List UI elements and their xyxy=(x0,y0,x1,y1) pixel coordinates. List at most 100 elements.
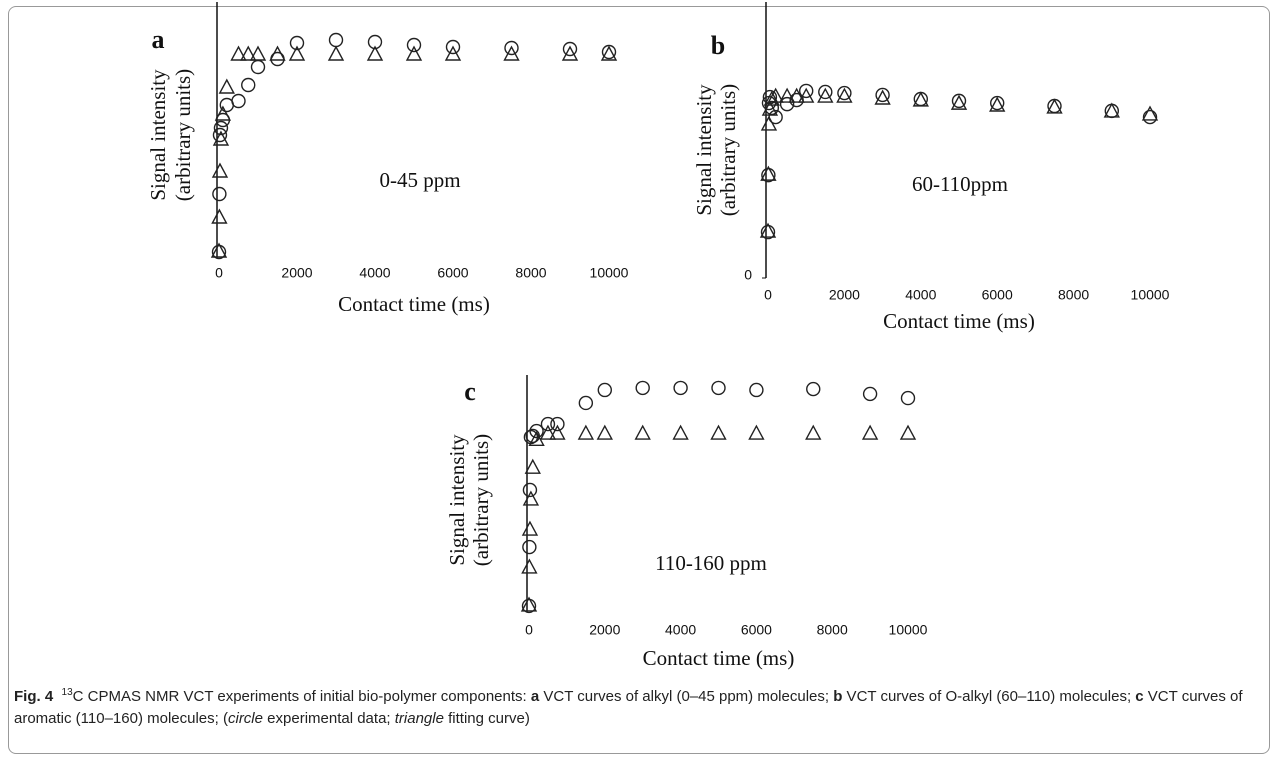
y-axis-label: Signal intensity xyxy=(445,434,469,566)
triangle-point xyxy=(634,424,651,440)
triangle-point xyxy=(817,87,834,103)
circle-point xyxy=(760,224,776,240)
triangle-point xyxy=(989,96,1006,112)
triangle-point xyxy=(520,596,538,612)
triangle-point xyxy=(521,558,538,574)
triangle-point xyxy=(577,424,595,440)
circle-point xyxy=(367,34,383,50)
triangle-point xyxy=(327,45,345,61)
x-tick-label: 4000 xyxy=(665,622,696,638)
triangle-point xyxy=(405,45,423,61)
triangle-point xyxy=(521,520,539,536)
triangle-point xyxy=(444,45,462,61)
circle-point xyxy=(749,382,764,398)
circle-point xyxy=(521,598,537,614)
triangle-point xyxy=(759,222,777,238)
triangle-point xyxy=(760,115,778,131)
superscript: 13 xyxy=(61,687,73,698)
triangle-point xyxy=(230,45,247,61)
x-axis-label: Contact time (ms) xyxy=(883,309,1035,333)
triangle-point xyxy=(539,424,557,440)
triangle-point xyxy=(761,100,779,116)
circle-point xyxy=(212,127,228,143)
circle-point xyxy=(1047,98,1062,114)
triangle-point xyxy=(249,45,267,61)
triangle-point xyxy=(836,87,853,103)
x-tick-label: 8000 xyxy=(817,622,848,638)
caption-letter: b xyxy=(833,688,843,705)
triangle-point xyxy=(778,87,796,103)
triangle-point xyxy=(672,424,689,440)
x-axis-label: Contact time (ms) xyxy=(338,292,490,316)
circle-point xyxy=(212,186,227,202)
y-axis-label: (arbitrary units) xyxy=(171,69,195,201)
panel-label: a xyxy=(152,25,165,54)
triangle-point xyxy=(503,45,520,61)
triangle-point xyxy=(212,130,230,146)
circle-point xyxy=(875,87,890,103)
circle-point xyxy=(562,41,578,57)
x-tick-label: 2000 xyxy=(281,265,312,281)
y-tick-label: 0 xyxy=(744,267,752,283)
circle-point xyxy=(529,423,544,439)
circle-point xyxy=(818,84,833,100)
y-axis-label: (arbitrary units) xyxy=(469,434,493,566)
triangle-point xyxy=(524,458,541,474)
triangle-point xyxy=(710,424,727,440)
circle-point xyxy=(862,386,878,402)
x-tick-label: 8000 xyxy=(1058,287,1089,303)
triangle-point xyxy=(211,162,229,178)
caption-term: triangle xyxy=(394,710,444,727)
circle-point xyxy=(711,380,726,396)
triangle-point xyxy=(805,424,822,440)
triangle-point xyxy=(269,45,286,61)
x-tick-label: 2000 xyxy=(589,622,620,638)
circle-point xyxy=(445,39,461,55)
circle-point xyxy=(806,381,821,397)
circle-point xyxy=(597,382,612,398)
annotation: 0-45 ppm xyxy=(379,168,460,192)
circle-point xyxy=(406,37,422,53)
x-tick-label: 6000 xyxy=(982,287,1013,303)
caption-letter: a xyxy=(530,688,540,705)
triangle-point xyxy=(1103,102,1120,118)
circle-point xyxy=(211,244,227,260)
triangle-point xyxy=(763,90,780,106)
x-tick-label: 6000 xyxy=(741,622,772,638)
circle-point xyxy=(241,77,256,93)
circle-point xyxy=(504,40,519,56)
y-axis-label: Signal intensity xyxy=(692,84,716,216)
triangle-point xyxy=(366,45,384,61)
panel-label: b xyxy=(711,31,725,60)
x-tick-label: 8000 xyxy=(515,265,546,281)
triangle-point xyxy=(788,87,805,103)
triangle-point xyxy=(861,424,879,440)
caption-text: VCT curves of aromatic (110–160) molecul… xyxy=(14,688,1243,727)
circle-point xyxy=(761,167,776,183)
caption-term: circle xyxy=(227,710,263,727)
triangle-point xyxy=(912,91,929,107)
figure-frame xyxy=(8,6,1270,754)
triangle-point xyxy=(561,45,579,61)
caption-letter: c xyxy=(1135,688,1144,705)
caption-text: VCT curves of alkyl (0–45 ppm) molecules… xyxy=(539,688,834,705)
circle-point xyxy=(289,35,305,51)
x-tick-label: 4000 xyxy=(905,287,936,303)
circle-point xyxy=(250,59,266,75)
caption-text: experimental data; xyxy=(263,710,395,727)
x-tick-label: 10000 xyxy=(1131,287,1170,303)
caption-text: VCT curves of O-alkyl (60–110) molecules… xyxy=(842,688,1136,705)
circle-point xyxy=(900,390,916,406)
circle-point xyxy=(328,32,344,48)
triangle-point xyxy=(899,424,917,440)
triangle-point xyxy=(211,208,228,224)
triangle-point xyxy=(950,94,968,110)
x-tick-label: 0 xyxy=(764,287,772,303)
x-tick-label: 10000 xyxy=(590,265,629,281)
caption-text: fitting curve) xyxy=(443,710,530,727)
triangle-point xyxy=(210,242,228,258)
circle-point xyxy=(913,91,928,107)
annotation: 110-160 ppm xyxy=(655,551,767,575)
caption-text: C CPMAS NMR VCT experiments of initial b… xyxy=(72,688,531,705)
